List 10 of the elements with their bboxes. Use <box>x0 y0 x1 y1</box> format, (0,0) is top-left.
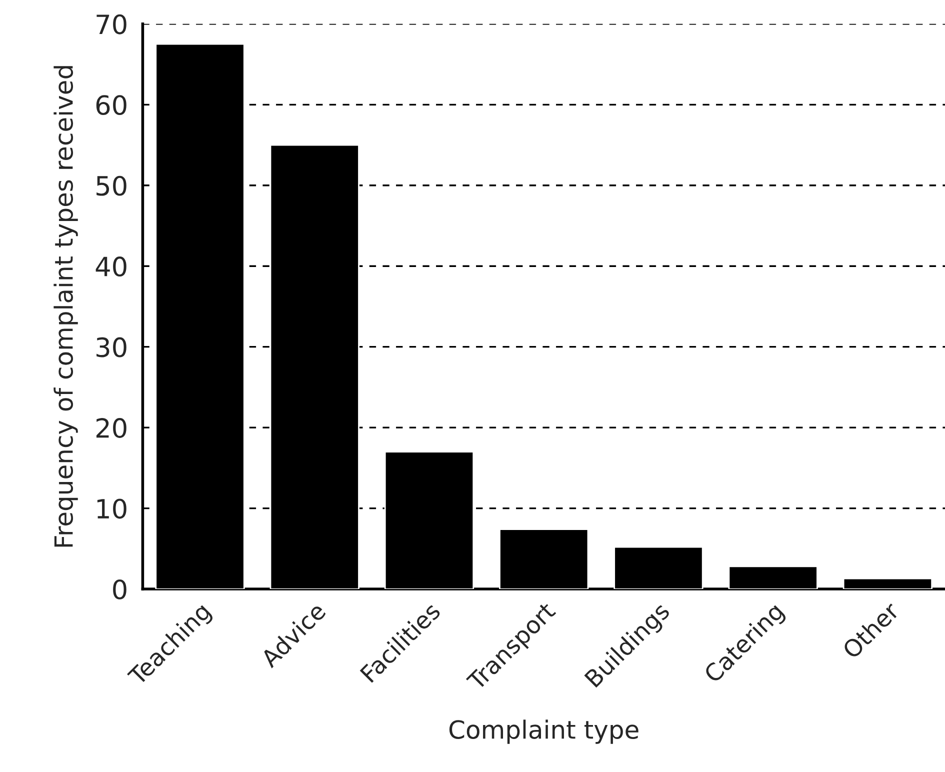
y-tick-label: 10 <box>97 498 126 519</box>
y-axis-title: Frequency of complaint types received <box>54 66 78 547</box>
y-tick-label: 20 <box>96 418 126 438</box>
y-tick-label: 70 <box>96 14 126 34</box>
y-tick-label: 30 <box>96 337 126 358</box>
y-tick-label: 60 <box>96 95 126 116</box>
y-tick-label: 0 <box>113 579 126 600</box>
y-tick-label: 50 <box>96 176 126 196</box>
y-tick-label: 40 <box>96 256 126 277</box>
x-axis-title: Complaint type <box>449 720 638 744</box>
